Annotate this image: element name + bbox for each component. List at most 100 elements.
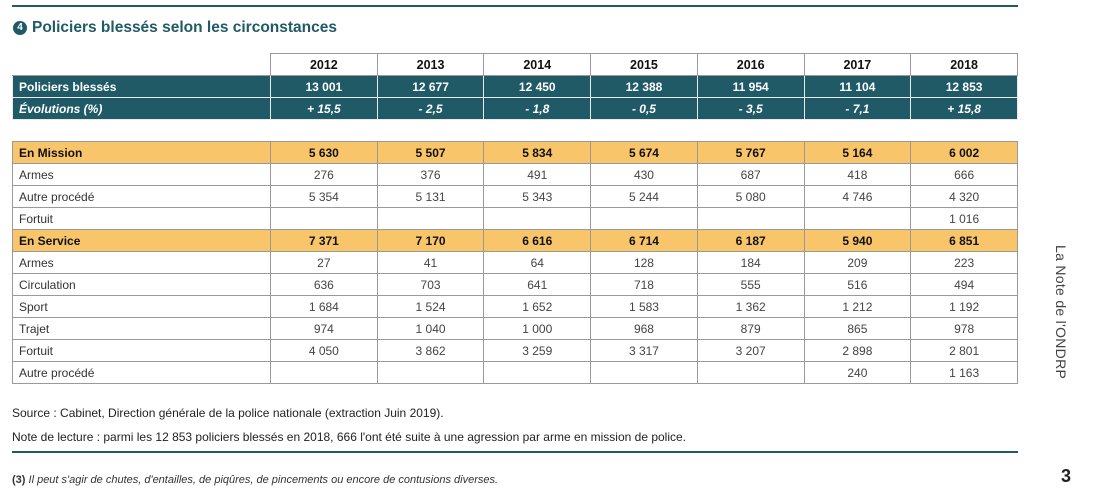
table-cell: 13 001 <box>270 75 378 98</box>
table-cell: 5 080 <box>696 185 805 208</box>
table-cell: 12 450 <box>483 75 592 98</box>
table-cell: 11 954 <box>696 75 805 98</box>
table-cell: 1 192 <box>910 295 1018 318</box>
table-cell: 5 244 <box>590 185 698 208</box>
table-row: Policiers blessés 13 001 12 677 12 450 12 38… <box>12 75 1018 98</box>
table-cell: 1 684 <box>270 295 378 318</box>
table-cell <box>696 361 805 384</box>
table-cell: 636 <box>270 273 378 296</box>
table-cell: 978 <box>910 317 1018 340</box>
table-cell: 6 187 <box>696 229 805 252</box>
table-cell: 5 674 <box>590 141 698 164</box>
year-header-2013: 2013 <box>376 53 485 76</box>
row-label: Fortuit <box>12 207 271 230</box>
year-header-2012: 2012 <box>270 53 378 76</box>
table-cell: + 15,8 <box>910 97 1018 120</box>
table-cell: 1 362 <box>696 295 805 318</box>
table-cell: 865 <box>803 317 912 340</box>
table-cell: 6 616 <box>483 229 592 252</box>
table-row: Évolutions (%) + 15,5- 2,5- 1,8- 0,5- 3,5… <box>12 97 1018 120</box>
table-cell: 7 170 <box>376 229 485 252</box>
table-cell: 12 677 <box>376 75 485 98</box>
table-cell: 491 <box>483 163 592 186</box>
table-cell: 3 862 <box>376 339 485 362</box>
table-row: Fortuit 1 016 <box>12 207 1018 230</box>
row-label: Trajet <box>12 317 271 340</box>
row-label: Évolutions (%) <box>12 97 271 120</box>
summary-table: 2012 2013 2014 2015 2016 2017 2018 Policiers b… <box>12 53 1018 120</box>
header-blank-cell <box>12 53 271 76</box>
table-cell: + 15,5 <box>270 97 378 120</box>
table-cell <box>376 207 485 230</box>
table-cell: 3 259 <box>483 339 592 362</box>
year-header-2015: 2015 <box>590 53 698 76</box>
table-cell: 2 801 <box>910 339 1018 362</box>
table-cell: 1 524 <box>376 295 485 318</box>
table-cell: 430 <box>590 163 698 186</box>
table-cell: - 3,5 <box>696 97 805 120</box>
table-cell: 209 <box>803 251 912 274</box>
table-cell: 1 652 <box>483 295 592 318</box>
table-cell: 184 <box>696 251 805 274</box>
table-cell: 494 <box>910 273 1018 296</box>
table-cell: 6 002 <box>910 141 1018 164</box>
table-row: Armes 276 376 491 430 687 418 666 <box>12 163 1018 186</box>
page-number: 3 <box>1061 466 1072 486</box>
table-cell: 6 714 <box>590 229 698 252</box>
table-cell: 5 343 <box>483 185 592 208</box>
table-cell: 718 <box>590 273 698 296</box>
table-cell <box>590 361 698 384</box>
table-cell: 128 <box>590 251 698 274</box>
footnote: (3) Il peut s'agir de chutes, d'entaille… <box>12 474 498 486</box>
table-cell: 6 851 <box>910 229 1018 252</box>
row-label: Circulation <box>12 273 271 296</box>
bottom-divider <box>12 451 1018 453</box>
table-cell: 1 163 <box>910 361 1018 384</box>
top-divider <box>12 5 1018 7</box>
table-cell: 4 320 <box>910 185 1018 208</box>
table-cell: 64 <box>483 251 592 274</box>
table-cell: 5 164 <box>803 141 912 164</box>
table-cell: 666 <box>910 163 1018 186</box>
table-cell: 968 <box>590 317 698 340</box>
table-row: Fortuit 4 050 3 862 3 259 3 317 3 207 2 898 2 8… <box>12 339 1018 362</box>
table-row: Sport 1 684 1 524 1 652 1 583 1 362 1 212 1 192 <box>12 295 1018 318</box>
table-cell <box>803 207 912 230</box>
table-cell <box>270 207 378 230</box>
table-row: Trajet 974 1 040 1 000 968 879 865 978 <box>12 317 1018 340</box>
detail-table: En Mission 5 630 5 507 5 834 5 674 5 767 5 164… <box>12 141 1018 384</box>
table-cell: 3 207 <box>696 339 805 362</box>
table-cell <box>483 361 592 384</box>
year-header-2016: 2016 <box>696 53 805 76</box>
row-label: Policiers blessés <box>12 75 271 98</box>
table-cell: 376 <box>376 163 485 186</box>
table-cell: 276 <box>270 163 378 186</box>
table-cell: 5 507 <box>376 141 485 164</box>
table-cell: 1 040 <box>376 317 485 340</box>
table-cell: 2 898 <box>803 339 912 362</box>
year-header-row: 2012 2013 2014 2015 2016 2017 2018 <box>12 53 1018 76</box>
table-cell <box>483 207 592 230</box>
table-row: Autre procédé 5 354 5 131 5 343 5 244 5 080 4 … <box>12 185 1018 208</box>
section-title: 4 Policiers blessés selon les circonstan… <box>13 19 337 37</box>
table-cell: 12 388 <box>590 75 698 98</box>
footnote-text: Il peut s'agir de chutes, d'entailles, d… <box>28 474 499 486</box>
table-cell: 4 050 <box>270 339 378 362</box>
row-label: En Mission <box>12 141 271 164</box>
table-cell: 5 354 <box>270 185 378 208</box>
table-cell: 5 834 <box>483 141 592 164</box>
table-cell: 879 <box>696 317 805 340</box>
table-cell <box>376 361 485 384</box>
row-label: En Service <box>12 229 271 252</box>
table-cell: 5 767 <box>696 141 805 164</box>
table-cell: 1 212 <box>803 295 912 318</box>
table-cell: - 1,8 <box>483 97 592 120</box>
table-row: Autre procédé 240 1 163 <box>12 361 1018 384</box>
row-label: Sport <box>12 295 271 318</box>
section-title-text: Policiers blessés selon les circonstance… <box>32 19 337 36</box>
table-cell: 516 <box>803 273 912 296</box>
table-row: En Mission 5 630 5 507 5 834 5 674 5 767 5 164… <box>12 141 1018 164</box>
table-cell <box>270 361 378 384</box>
table-cell: - 2,5 <box>376 97 485 120</box>
table-row: En Service 7 371 7 170 6 616 6 714 6 187 5 940… <box>12 229 1018 252</box>
